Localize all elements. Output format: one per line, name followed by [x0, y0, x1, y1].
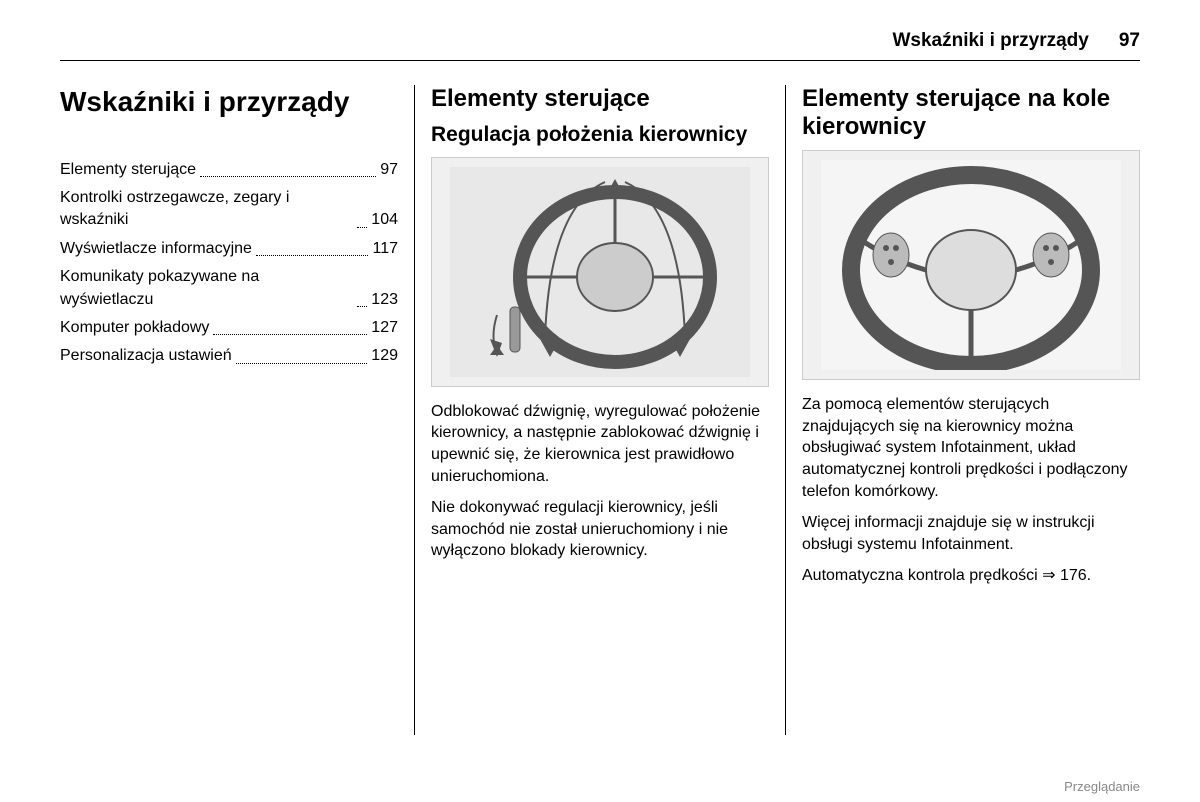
section-title: Elementy sterujące — [431, 85, 769, 113]
column-3: Elementy sterujące na kole kierownicy — [786, 85, 1140, 735]
toc-label: Kontrolki ostrzegawcze, zegary i wskaźni… — [60, 187, 353, 232]
toc-page: 123 — [371, 289, 398, 311]
column-1: Wskaźniki i przyrządy Elementy sterujące… — [60, 85, 414, 735]
toc-item: Elementy sterujące 97 — [60, 159, 398, 181]
footer-label: Przeglądanie — [1064, 779, 1140, 794]
toc-item: Personalizacja ustawień 129 — [60, 345, 398, 367]
toc-label: Personalizacja ustawień — [60, 345, 232, 367]
toc-label: Wyświetlacze informacyjne — [60, 238, 252, 260]
page-header: Wskaźniki i przyrządy 97 — [60, 30, 1140, 61]
toc-dots — [236, 363, 368, 364]
toc-item: Komunikaty pokazywane na wyświetlaczu 123 — [60, 266, 398, 311]
toc-item: Wyświetlacze informacyjne 117 — [60, 238, 398, 260]
header-page-number: 97 — [1119, 30, 1140, 52]
content-columns: Wskaźniki i przyrządy Elementy sterujące… — [60, 85, 1140, 735]
toc-page: 104 — [371, 209, 398, 231]
toc-dots — [357, 227, 367, 228]
column-2: Elementy sterujące Regulacja położenia k… — [415, 85, 785, 735]
toc-page: 127 — [371, 317, 398, 339]
table-of-contents: Elementy sterujące 97 Kontrolki ostrzegawc… — [60, 159, 398, 368]
subsection-title: Regulacja położenia kierownicy — [431, 123, 769, 147]
xref-page: 176. — [1060, 567, 1091, 584]
toc-page: 117 — [372, 238, 398, 260]
toc-label: Komputer pokładowy — [60, 317, 209, 339]
paragraph-xref: Automatyczna kontrola prędkości ⇒ 176. — [802, 565, 1140, 587]
chapter-title: Wskaźniki i przyrządy — [60, 85, 398, 119]
header-title: Wskaźniki i przyrządy — [892, 30, 1088, 52]
toc-label: Komunikaty pokazywane na wyświetlaczu — [60, 266, 353, 311]
toc-page: 97 — [380, 159, 398, 181]
steering-adjust-icon — [450, 167, 750, 377]
toc-label: Elementy sterujące — [60, 159, 196, 181]
xref-text: Automatyczna kontrola prędkości — [802, 567, 1038, 584]
toc-item: Komputer pokładowy 127 — [60, 317, 398, 339]
toc-dots — [357, 306, 367, 307]
figure-steering-controls — [802, 150, 1140, 380]
toc-page: 129 — [371, 345, 398, 367]
section-title: Elementy sterujące na kole kierownicy — [802, 85, 1140, 140]
paragraph: Nie dokonywać regulacji kierownicy, jeśl… — [431, 497, 769, 562]
xref-arrow-icon: ⇒ — [1042, 567, 1055, 584]
toc-dots — [200, 176, 376, 177]
steering-controls-icon — [821, 160, 1121, 370]
toc-dots — [213, 334, 367, 335]
paragraph: Więcej informacji znajduje się w instruk… — [802, 512, 1140, 555]
toc-dots — [256, 255, 369, 256]
paragraph: Odblokować dźwignię, wyregulować położen… — [431, 401, 769, 487]
toc-item: Kontrolki ostrzegawcze, zegary i wskaźni… — [60, 187, 398, 232]
figure-steering-adjustment — [431, 157, 769, 387]
paragraph: Za pomocą elementów sterujących znajdują… — [802, 394, 1140, 502]
